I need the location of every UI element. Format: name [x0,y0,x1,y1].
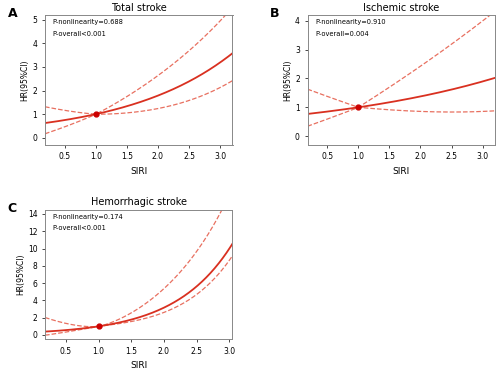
Text: P-overall<0.001: P-overall<0.001 [52,31,106,37]
Text: P-overall<0.001: P-overall<0.001 [52,225,106,231]
Title: Hemorrhagic stroke: Hemorrhagic stroke [91,198,187,207]
X-axis label: SIRI: SIRI [130,362,148,371]
Text: P-nonlinearity=0.688: P-nonlinearity=0.688 [52,19,124,25]
Title: Ischemic stroke: Ischemic stroke [363,3,440,13]
Text: P-nonlinearity=0.174: P-nonlinearity=0.174 [52,213,123,219]
X-axis label: SIRI: SIRI [130,167,148,176]
Y-axis label: HR(95%CI): HR(95%CI) [16,254,25,295]
X-axis label: SIRI: SIRI [392,167,410,176]
Text: P-nonlinearity=0.910: P-nonlinearity=0.910 [315,19,386,25]
Text: B: B [270,7,280,20]
Text: A: A [8,7,17,20]
Title: Total stroke: Total stroke [111,3,166,13]
Text: P-overall=0.004: P-overall=0.004 [315,31,369,37]
Text: C: C [8,202,16,215]
Y-axis label: HR(95%CI): HR(95%CI) [283,59,292,101]
Y-axis label: HR(95%CI): HR(95%CI) [20,59,30,101]
